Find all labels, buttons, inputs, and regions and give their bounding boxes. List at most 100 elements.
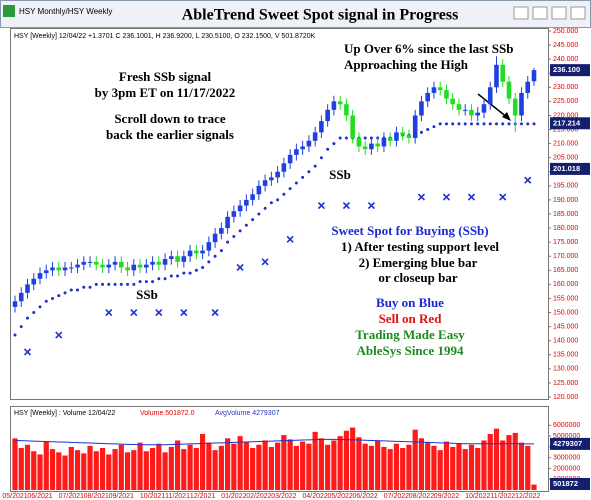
- y-tick-label: 150.000: [553, 309, 578, 316]
- candle-body: [331, 101, 337, 110]
- candle-body: [231, 211, 237, 217]
- volume-bar: [506, 435, 512, 490]
- candle-body: [269, 177, 274, 181]
- volume-bar: [250, 448, 256, 490]
- candle-body: [50, 267, 55, 271]
- support-dot: [294, 181, 298, 185]
- x-tick-label: 06/2021: [27, 493, 52, 500]
- volume-bar: [199, 434, 206, 490]
- candle-body: [500, 64, 506, 82]
- support-dot: [76, 288, 80, 292]
- candle-body: [356, 137, 362, 147]
- annotation: Fresh SSb signal: [119, 69, 212, 84]
- candle-body: [325, 109, 330, 122]
- candle-body: [87, 261, 93, 263]
- candle-body: [375, 143, 380, 147]
- candle-body: [106, 264, 112, 268]
- volume-bar: [62, 455, 68, 490]
- volume-bar: [68, 446, 74, 490]
- volume-bar: [325, 444, 331, 490]
- support-dot: [319, 156, 323, 160]
- support-dot: [26, 316, 30, 320]
- annotation: SSb: [329, 167, 351, 182]
- resistance-cross: [286, 235, 294, 243]
- maximize-button[interactable]: [532, 6, 548, 20]
- volume-bar: [93, 451, 99, 490]
- support-dot: [176, 274, 180, 278]
- candle-body: [187, 250, 193, 257]
- y-tick-label: 120.000: [553, 394, 578, 401]
- price-info: HSY [Weekly] 12/04/22 +1.3701 C 236.1001…: [14, 33, 316, 40]
- close-button[interactable]: [570, 6, 586, 20]
- candle-body: [419, 101, 424, 116]
- price-panel: [10, 28, 549, 400]
- volume-bar: [37, 454, 43, 490]
- resistance-cross: [417, 193, 426, 201]
- support-dot: [157, 277, 161, 281]
- volume-bar: [24, 444, 31, 490]
- candle-body: [262, 180, 268, 186]
- candle-body: [81, 261, 87, 265]
- support-dot: [32, 311, 36, 315]
- annotation: Trading Made Easy: [355, 327, 465, 342]
- support-dot: [438, 122, 442, 126]
- candle-body: [381, 137, 387, 147]
- support-dot: [419, 130, 423, 134]
- candle-body: [169, 256, 174, 260]
- resistance-cross: [23, 348, 32, 356]
- support-dot: [238, 229, 242, 233]
- annotation: Approaching the High: [344, 57, 469, 72]
- support-dot: [288, 187, 292, 191]
- last-value-label: 201.018: [553, 164, 580, 173]
- candle-body: [481, 104, 487, 113]
- candle-body: [119, 261, 124, 268]
- volume-bar: [193, 448, 199, 490]
- volume-bar: [300, 441, 306, 490]
- y-tick-label: 160.000: [553, 281, 578, 288]
- support-dot: [207, 260, 211, 264]
- x-tick-label: 05/2022: [328, 493, 353, 500]
- support-dot: [469, 122, 473, 126]
- volume-bar: [131, 450, 137, 490]
- support-dot: [188, 271, 192, 275]
- y-tick-label: 240.000: [553, 56, 578, 63]
- candle-body: [506, 81, 512, 99]
- x-tick-label: 02/2022: [246, 493, 271, 500]
- y-tick-label: 140.000: [553, 338, 578, 345]
- support-dot: [13, 333, 17, 337]
- candle-body: [212, 233, 218, 243]
- resistance-cross: [55, 331, 63, 339]
- support-dot: [282, 192, 286, 196]
- volume-bar: [87, 445, 93, 490]
- volume-bar: [56, 452, 62, 490]
- minimize-button[interactable]: [513, 6, 529, 20]
- support-dot: [94, 282, 98, 286]
- volume-bar: [12, 438, 18, 490]
- support-dot: [251, 218, 255, 222]
- support-dot: [126, 282, 130, 286]
- candle-body: [512, 98, 518, 116]
- candle-body: [300, 146, 305, 150]
- support-dot: [132, 282, 136, 286]
- support-dot: [19, 325, 23, 329]
- candle-body: [369, 143, 374, 150]
- volume-bar: [218, 445, 224, 490]
- support-dot: [113, 282, 117, 286]
- support-dot: [63, 291, 67, 295]
- annotation: 1) After testing support level: [341, 239, 499, 254]
- volume-bar: [337, 436, 343, 490]
- y-tick-label: 180.000: [553, 225, 578, 232]
- volume-bar: [225, 438, 231, 490]
- resistance-cross: [367, 201, 375, 210]
- volume-bar: [462, 449, 468, 490]
- restore-button[interactable]: [551, 6, 567, 20]
- y-tick-label: 170.000: [553, 253, 578, 260]
- candle-body: [200, 250, 205, 254]
- candle-body: [237, 205, 243, 212]
- candle-body: [437, 87, 443, 91]
- x-tick-label: 08/2022: [409, 493, 434, 500]
- resistance-cross: [211, 308, 219, 317]
- candle-body: [337, 101, 343, 105]
- support-dot: [482, 122, 486, 126]
- y-tick-label: 190.000: [553, 197, 578, 204]
